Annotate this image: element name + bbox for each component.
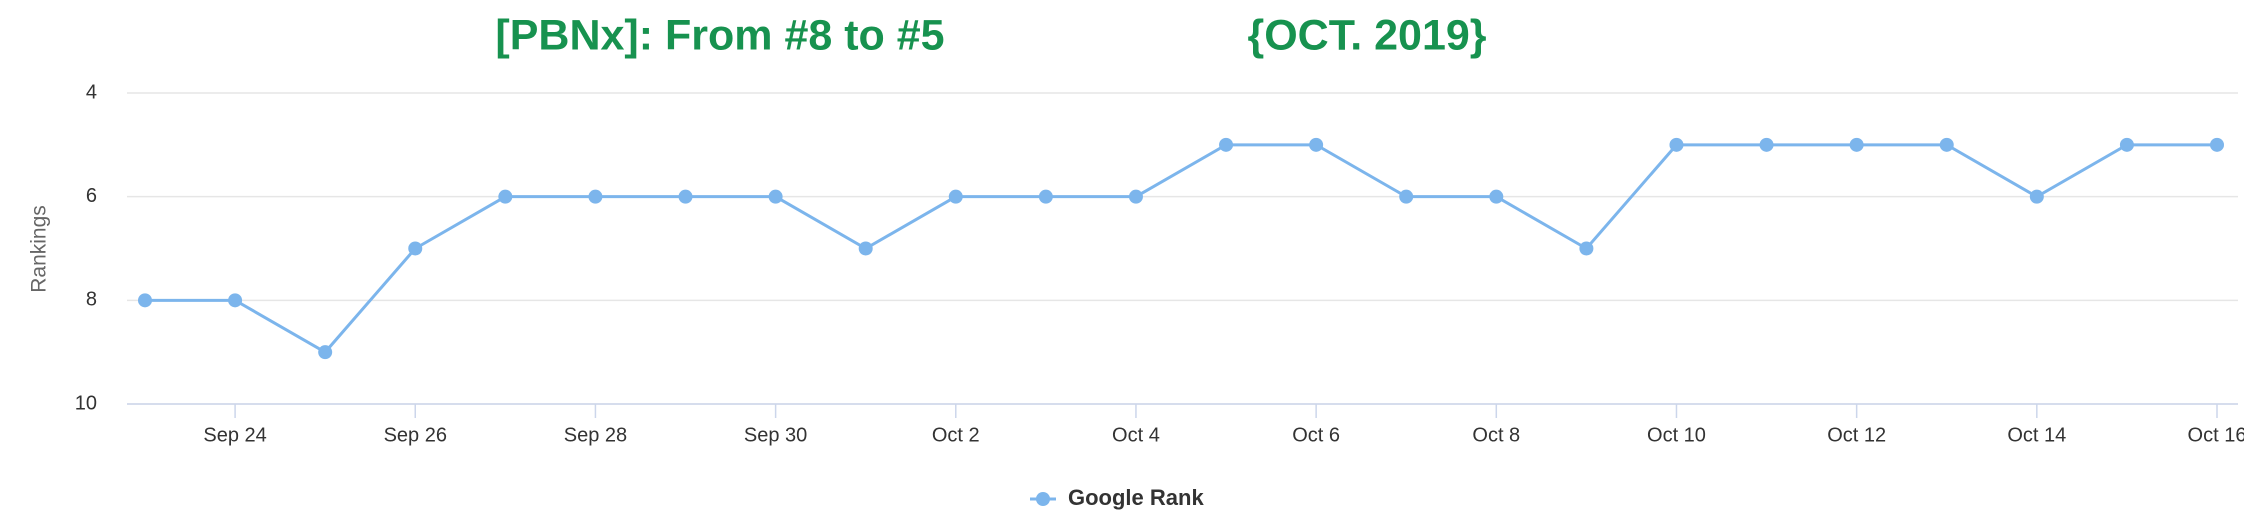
data-point <box>1669 137 1684 152</box>
x-tick-label: Sep 28 <box>564 424 627 446</box>
x-tick-label: Oct 8 <box>1472 424 1520 446</box>
data-point <box>1939 137 1954 152</box>
legend-label: Google Rank <box>1068 485 1204 510</box>
series-line <box>145 143 2217 355</box>
chart-subtitle: {OCT. 2019} <box>1247 11 1486 59</box>
data-point <box>2210 137 2224 152</box>
data-point <box>678 189 693 204</box>
legend-symbol <box>1036 492 1050 506</box>
data-point <box>858 241 873 256</box>
data-point <box>228 293 243 308</box>
x-tick-label: Oct 6 <box>1292 424 1340 446</box>
y-tick-label: 4 <box>86 81 97 103</box>
data-point <box>1849 137 1864 152</box>
x-tick-label: Oct 16 <box>2188 424 2244 446</box>
data-point <box>138 293 152 308</box>
data-point <box>768 189 783 204</box>
chart-title: [PBNx]: From #8 to #5 <box>495 11 944 59</box>
data-point <box>1128 189 1143 204</box>
data-point <box>1759 137 1774 152</box>
x-tick-label: Oct 2 <box>932 424 980 446</box>
x-tick-label: Sep 24 <box>203 424 266 446</box>
x-tick-label: Oct 12 <box>1827 424 1886 446</box>
data-point <box>1038 189 1053 204</box>
y-axis-label: Rankings <box>28 205 51 293</box>
data-point <box>1219 137 1234 152</box>
data-point <box>1399 189 1414 204</box>
x-tick-label: Oct 10 <box>1647 424 1706 446</box>
data-point <box>1309 137 1324 152</box>
x-tick-label: Sep 30 <box>744 424 807 446</box>
data-point <box>2119 137 2134 152</box>
data-point <box>948 189 963 204</box>
data-point <box>1579 241 1594 256</box>
data-point <box>1489 189 1504 204</box>
x-tick-label: Sep 26 <box>384 424 447 446</box>
data-point <box>498 189 513 204</box>
data-point <box>318 345 333 360</box>
data-point <box>588 189 603 204</box>
x-tick-label: Oct 4 <box>1112 424 1160 446</box>
y-tick-label: 8 <box>86 289 97 311</box>
data-point <box>408 241 423 256</box>
data-point <box>2029 189 2044 204</box>
y-tick-label: 10 <box>75 392 97 414</box>
x-tick-label: Oct 14 <box>2007 424 2066 446</box>
y-tick-label: 6 <box>86 185 97 207</box>
